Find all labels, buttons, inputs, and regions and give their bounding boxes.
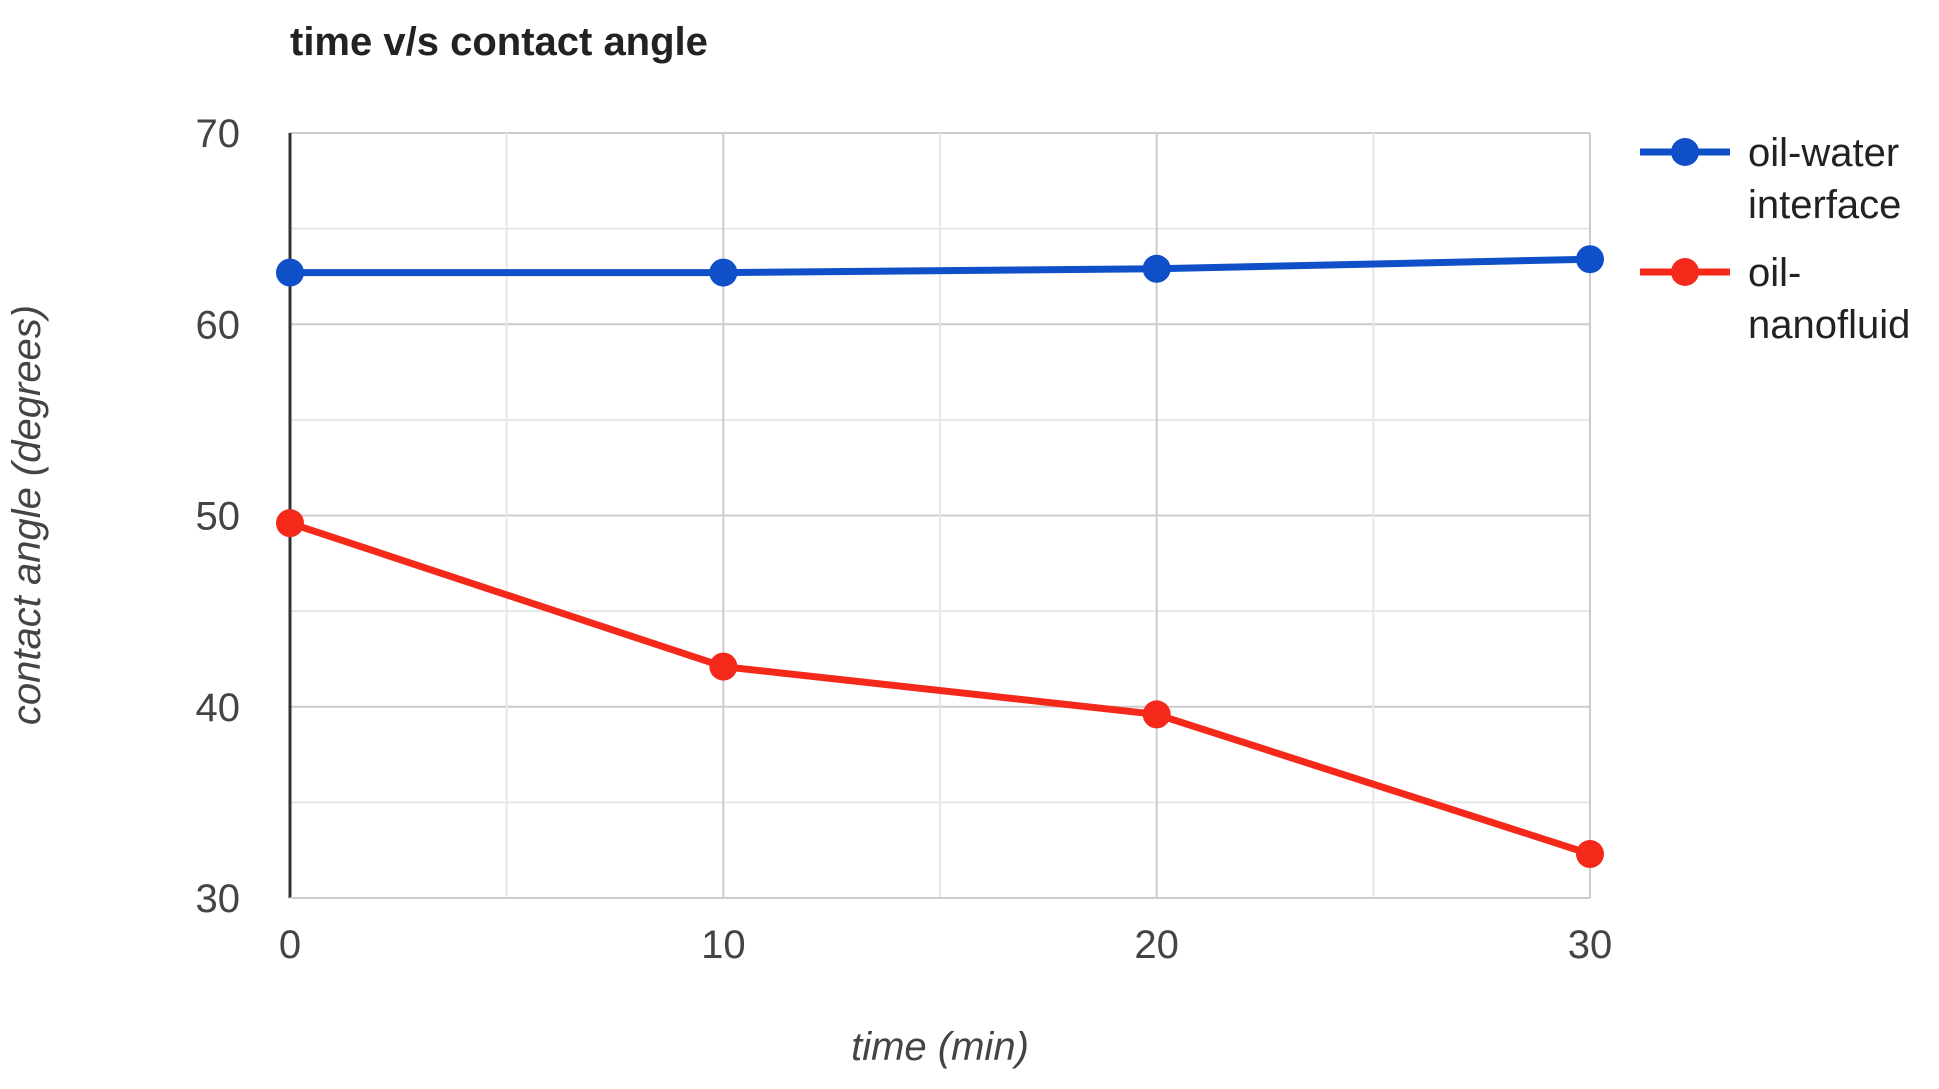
x-tick-label: 30: [1568, 923, 1613, 967]
data-point-series-1: [1576, 245, 1604, 274]
y-axis-title: contact angle (degrees): [5, 305, 49, 725]
gridlines: [290, 132, 1591, 898]
data-series: [276, 245, 1604, 869]
y-tick-label: 40: [196, 686, 241, 730]
legend-swatch-marker: [1671, 258, 1699, 286]
data-point-series-1: [1142, 254, 1171, 283]
series-line-1: [286, 255, 1594, 277]
y-tick-label: 60: [196, 303, 241, 347]
data-point-series-1: [709, 258, 738, 287]
legend: oil-water interface oil-nanofluid: [1640, 131, 1910, 347]
x-axis-title: time (min): [851, 1025, 1029, 1069]
legend-swatch-marker: [1671, 138, 1699, 166]
data-point-series-1: [276, 258, 304, 287]
data-point-series-2: [1142, 700, 1171, 729]
x-tick-label: 10: [701, 923, 746, 967]
legend-label: oil-water: [1748, 131, 1899, 175]
chart-title: time v/s contact angle: [290, 20, 708, 64]
x-tick-label: 0: [279, 923, 301, 967]
data-point-series-2: [709, 652, 738, 681]
series-line-2: [286, 519, 1594, 858]
y-tick-label: 30: [196, 877, 241, 921]
legend-label: interface: [1748, 183, 1901, 227]
data-point-series-2: [1576, 840, 1604, 869]
tick-labels: 30 40 50 60 70 0 10 20 30: [196, 112, 1613, 967]
legend-label: nanofluid: [1748, 303, 1910, 347]
y-tick-label: 70: [196, 112, 241, 156]
legend-label: oil-: [1748, 251, 1801, 295]
x-tick-label: 20: [1134, 923, 1179, 967]
y-tick-label: 50: [196, 495, 241, 539]
data-point-series-2: [276, 509, 304, 538]
